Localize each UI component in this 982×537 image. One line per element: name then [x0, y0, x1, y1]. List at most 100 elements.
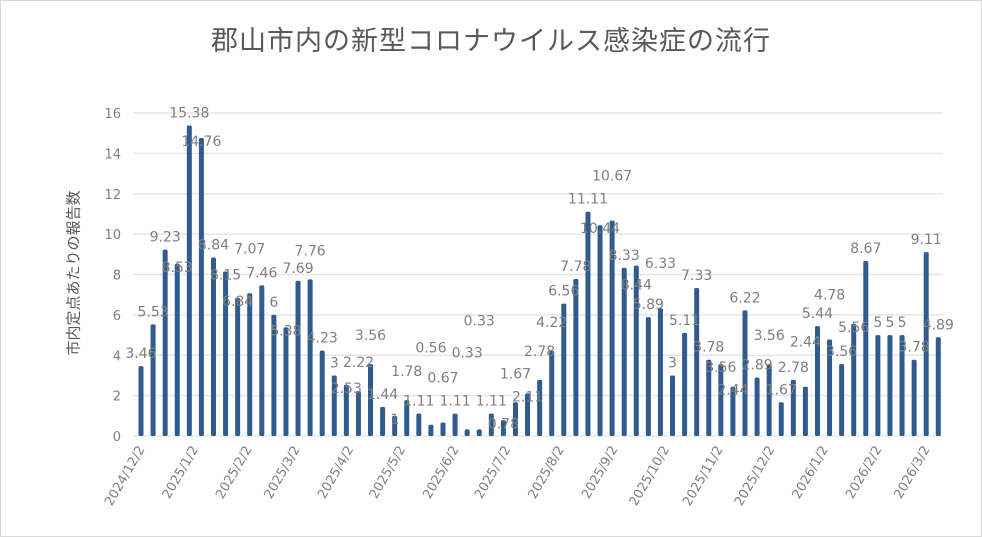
data-label: 0.33 [464, 313, 495, 329]
data-label: 1 [390, 412, 399, 428]
bar [561, 303, 567, 436]
data-label: 5.56 [838, 320, 869, 336]
data-label: 5.53 [137, 304, 168, 320]
bar [186, 125, 192, 437]
data-label: 6.22 [729, 290, 760, 306]
data-label: 7.46 [246, 265, 277, 281]
data-label: 6 [269, 295, 278, 311]
y-tick-label: 16 [104, 107, 121, 122]
bar [283, 327, 289, 436]
data-label: 3.56 [754, 328, 785, 344]
bar [790, 379, 796, 436]
data-label: 3.56 [355, 328, 386, 344]
data-label: 5.44 [802, 306, 833, 322]
data-label: 2.44 [790, 335, 821, 351]
data-label: 8.84 [198, 238, 229, 254]
data-label: 0.78 [488, 416, 519, 432]
data-label: 4.89 [923, 317, 954, 333]
bar [730, 386, 736, 436]
data-label: 1.11 [476, 394, 507, 410]
bar [549, 350, 555, 436]
data-label: 4.78 [814, 288, 845, 304]
bar [935, 337, 941, 436]
bar [440, 422, 446, 436]
data-label: 3.56 [705, 360, 736, 376]
bar [706, 359, 712, 436]
bar [162, 249, 168, 436]
data-label: 15.38 [169, 106, 209, 122]
bar [174, 263, 180, 436]
bar [525, 393, 531, 436]
bar [295, 280, 301, 436]
bar [766, 364, 772, 436]
data-label: 6.84 [222, 294, 253, 310]
bar [259, 285, 265, 436]
bar [392, 415, 398, 436]
x-tick-label: 2025/1/2 [160, 444, 202, 502]
bar [875, 335, 881, 436]
bar [223, 271, 229, 436]
bar [863, 260, 869, 436]
bar [621, 267, 627, 436]
data-label: 4.23 [307, 331, 338, 347]
y-tick-label: 8 [113, 269, 121, 284]
data-label: 5 [898, 315, 907, 331]
bar [235, 297, 241, 436]
bar [138, 366, 144, 436]
bar [802, 386, 808, 436]
data-label: 3.78 [899, 340, 930, 356]
bar [718, 364, 724, 436]
bar [851, 323, 857, 436]
bar [476, 429, 482, 436]
x-tick-label: 2026/1/2 [790, 444, 832, 502]
x-tick-label: 2025/6/2 [420, 443, 462, 501]
data-label: 1.11 [403, 394, 434, 410]
data-label: 1.67 [500, 366, 531, 382]
data-label: 5 [873, 315, 882, 331]
bar [694, 288, 700, 436]
bar [633, 265, 639, 436]
data-label: 0.33 [452, 345, 483, 361]
bar [597, 225, 603, 436]
data-label: 1.11 [439, 394, 470, 410]
y-tick-label: 6 [113, 309, 121, 324]
data-label: 9.11 [911, 232, 942, 248]
y-tick-label: 10 [104, 228, 121, 243]
data-label: 3.78 [693, 340, 724, 356]
data-label: 3 [668, 355, 677, 371]
x-tick-label: 2025/7/2 [472, 444, 514, 502]
bar [899, 335, 905, 436]
bar [827, 339, 833, 436]
bar [368, 364, 374, 436]
data-label: 5 [885, 315, 894, 331]
data-label: 5.11 [669, 313, 700, 329]
x-tick-label: 2025/2/2 [213, 444, 255, 502]
bar [464, 429, 470, 436]
bar [742, 310, 748, 436]
x-tick-label: 2025/8/2 [526, 444, 568, 502]
bar [416, 413, 422, 436]
bar [911, 359, 917, 436]
x-tick-label: 2024/12/2 [102, 444, 148, 509]
data-label: 11.11 [568, 192, 608, 208]
x-tick-label: 2025/5/2 [367, 444, 409, 502]
bar [585, 211, 591, 436]
x-tick-label: 2025/12/2 [732, 444, 778, 509]
y-tick-label: 0 [113, 430, 121, 445]
x-tick-label: 2025/3/2 [262, 444, 304, 502]
data-label: 6.33 [645, 256, 676, 272]
data-label: 2.78 [778, 360, 809, 376]
bar [754, 377, 760, 436]
bar [307, 279, 313, 436]
y-tick-label: 2 [113, 390, 121, 405]
data-label: 2.44 [717, 383, 748, 399]
data-label: 3.46 [125, 346, 156, 362]
y-tick-label: 12 [104, 188, 121, 203]
bar [343, 384, 349, 436]
bar [537, 379, 543, 436]
bar [210, 257, 216, 436]
y-tick-label: 14 [104, 147, 121, 162]
bar [198, 138, 204, 436]
bar [645, 317, 651, 436]
